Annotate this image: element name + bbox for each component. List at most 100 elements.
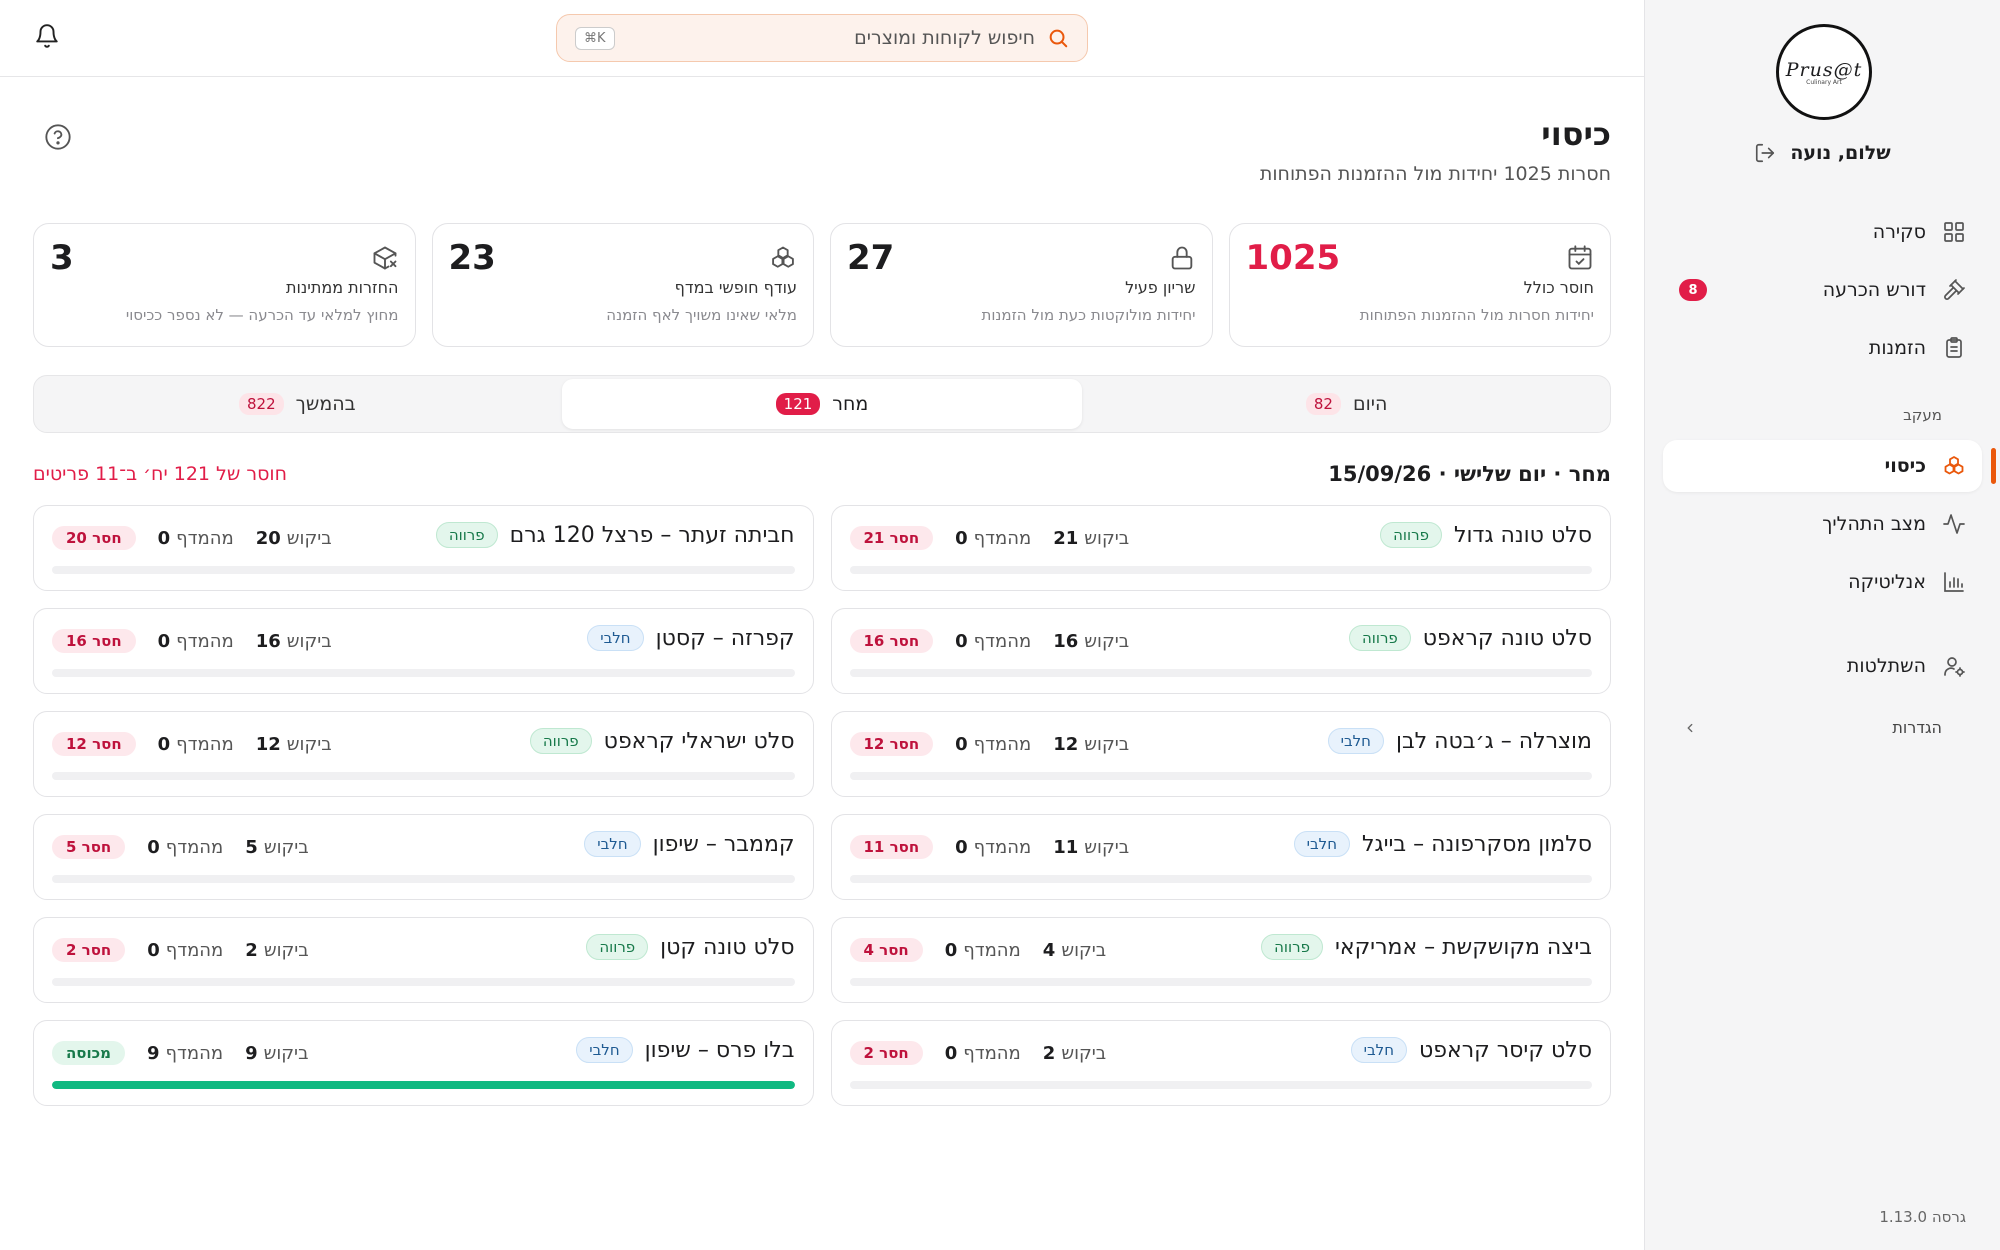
item-name-row: סלט קיסר קראפט חלבי — [1350, 1037, 1592, 1063]
page-title: כיסוי — [1541, 115, 1611, 153]
stat-card-pending-returns: החזרות ממתינות מחוץ למלאי עד הכרעה — לא … — [33, 223, 416, 347]
grid-icon — [1944, 222, 1964, 242]
stat-value: 23 — [448, 238, 496, 278]
logout-icon[interactable] — [1754, 142, 1776, 164]
demand-metric: ביקוש 20 — [256, 528, 332, 549]
item-kosher-tag: פרווה — [529, 728, 592, 754]
brand-logo[interactable]: Prus@t Culinary Art — [1776, 24, 1872, 120]
chevron-left-icon — [1687, 723, 1693, 732]
shelf-metric: מהמדף 0 — [945, 940, 1021, 961]
tab-today[interactable]: היום 82 — [1086, 379, 1607, 429]
nav-label-process-status: מצב התהליך — [1822, 513, 1926, 535]
demand-metric: ביקוש 16 — [1053, 631, 1129, 652]
demand-label: ביקוש — [263, 836, 309, 858]
item-status-badge: מכוסה — [52, 1041, 125, 1065]
item-name: סלט טונה קראפט — [1422, 625, 1592, 651]
shelf-metric: מהמדף 0 — [158, 734, 234, 755]
demand-metric: ביקוש 4 — [1043, 940, 1106, 961]
nav-item-analytics[interactable]: אנליטיקה — [1679, 556, 1966, 608]
nav-item-overview[interactable]: סקירה — [1679, 206, 1966, 258]
nav-item-coverage[interactable]: כיסוי — [1663, 440, 1982, 492]
stat-card-free-surplus: עודף חופשי במדף מלאי שאינו משויך לאף הזמ… — [431, 223, 814, 347]
shelf-value: 0 — [147, 939, 160, 961]
stat-description: מלאי שאינו משויך לאף הזמנה — [606, 306, 797, 324]
tab-count-badge: 82 — [1305, 393, 1341, 415]
nav-item-needs-decision[interactable]: דורש הכרעה 8 — [1679, 264, 1966, 316]
settings-toggle[interactable]: הגדרות — [1683, 718, 1942, 737]
top-bar: חיפוש לקוחות ומוצרים ⌘K — [0, 0, 1644, 77]
coverage-item-card[interactable]: סלט ישראלי קראפט פרווה ביקוש 12 מהמדף 0 … — [33, 711, 814, 797]
coverage-item-card[interactable]: סלט טונה גדול פרווה ביקוש 21 מהמדף 0 חסר… — [830, 505, 1611, 591]
item-kosher-tag: חלבי — [1327, 728, 1384, 754]
help-icon[interactable] — [44, 123, 72, 151]
item-status-badge: חסר 20 — [52, 526, 136, 550]
item-kosher-tag: פרווה — [1380, 522, 1442, 548]
nav-item-training[interactable]: השתלטות — [1679, 640, 1966, 692]
shelf-metric: מהמדף 9 — [147, 1043, 223, 1064]
coverage-item-card[interactable]: בלו פרס – שיפון חלבי ביקוש 9 מהמדף 9 מכו… — [33, 1020, 814, 1106]
coverage-item-card[interactable]: קממבר – שיפון חלבי ביקוש 5 מהמדף 0 חסר 5 — [33, 814, 814, 900]
tab-later[interactable]: בהמשך 822 — [37, 379, 558, 429]
nav-label-training: השתלטות — [1846, 655, 1926, 677]
item-name-row: קממבר – שיפון חלבי — [584, 831, 795, 857]
shelf-label: מהמדף — [165, 836, 224, 858]
page-subtitle: חסרות 1025 יחידות מול ההזמנות הפתוחות — [1259, 163, 1611, 185]
coverage-progress-bar — [849, 566, 1592, 574]
coverage-item-card[interactable]: סלט טונה קטן פרווה ביקוש 2 מהמדף 0 חסר 2 — [33, 917, 814, 1003]
search-placeholder[interactable]: חיפוש לקוחות ומוצרים — [854, 27, 1035, 49]
bell-icon[interactable] — [34, 22, 60, 50]
coverage-item-card[interactable]: חביתה זעתר – פרצל 120 גרם פרווה ביקוש 20… — [33, 505, 814, 591]
tab-tomorrow[interactable]: מחר 121 — [561, 379, 1083, 429]
stat-value: 1025 — [1245, 238, 1341, 278]
logo-text: Prus@t — [1785, 58, 1863, 81]
demand-value: 2 — [1042, 1042, 1056, 1064]
demand-value: 20 — [255, 527, 281, 549]
coverage-item-card[interactable]: סלט קיסר קראפט חלבי ביקוש 2 מהמדף 0 חסר … — [830, 1020, 1611, 1106]
item-status-badge: חסר 11 — [849, 835, 934, 859]
section-label-tracking: מעקב — [1903, 406, 1942, 424]
user-cog-icon — [1944, 657, 1965, 677]
sidebar: Prus@t Culinary Art שלום, נועה סקירה דור… — [1644, 0, 2000, 1250]
coverage-item-card[interactable]: קפרזה – קסטן חלבי ביקוש 16 מהמדף 0 חסר 1… — [33, 608, 814, 694]
item-name-row: בלו פרס – שיפון חלבי — [576, 1037, 795, 1063]
shelf-label: מהמדף — [973, 630, 1032, 652]
coverage-item-card[interactable]: סלמון מסקרפונה – בייגל חלבי ביקוש 11 מהמ… — [830, 814, 1611, 900]
shelf-metric: מהמדף 0 — [955, 734, 1031, 755]
item-kosher-tag: פרווה — [1348, 625, 1411, 651]
shelf-metric: מהמדף 0 — [955, 528, 1031, 549]
shelf-label: מהמדף — [973, 527, 1032, 549]
shelf-value: 0 — [147, 836, 160, 858]
shelf-metric: מהמדף 0 — [147, 837, 223, 858]
demand-label: ביקוש — [1061, 1042, 1107, 1064]
item-kosher-tag: חלבי — [576, 1037, 633, 1063]
global-search[interactable]: חיפוש לקוחות ומוצרים ⌘K — [556, 14, 1088, 62]
item-kosher-tag: פרווה — [586, 934, 649, 960]
tab-label: היום — [1352, 393, 1388, 415]
tab-count-badge: 121 — [775, 393, 821, 415]
item-metrics: ביקוש 12 מהמדף 0 חסר 12 — [52, 732, 332, 756]
item-kosher-tag: חלבי — [1293, 831, 1351, 857]
activity-icon — [1943, 514, 1965, 534]
coverage-item-card[interactable]: סלט טונה קראפט פרווה ביקוש 16 מהמדף 0 חס… — [830, 608, 1611, 694]
item-kosher-tag: חלבי — [587, 625, 644, 651]
nav-label-coverage: כיסוי — [1884, 455, 1926, 477]
demand-metric: ביקוש 12 — [1053, 734, 1129, 755]
demand-label: ביקוש — [263, 939, 309, 961]
nav-label-needs-decision: דורש הכרעה — [1822, 279, 1926, 301]
coverage-item-card[interactable]: מוצרלה – ג׳בטה לבן חלבי ביקוש 12 מהמדף 0… — [830, 711, 1611, 797]
main-content: כיסוי חסרות 1025 יחידות מול ההזמנות הפתו… — [0, 77, 1644, 1250]
nav-item-orders[interactable]: הזמנות — [1679, 322, 1966, 374]
shelf-metric: מהמדף 0 — [147, 940, 223, 961]
nav-item-process-status[interactable]: מצב התהליך — [1679, 498, 1966, 550]
demand-label: ביקוש — [1084, 630, 1130, 652]
clipboard-icon — [1946, 337, 1962, 358]
item-status-badge: חסר 4 — [849, 938, 923, 962]
item-name: סלט קיסר קראפט — [1419, 1037, 1592, 1063]
coverage-progress-bar — [849, 772, 1592, 780]
coverage-item-card[interactable]: ביצה מקושקשת – אמריקאי פרווה ביקוש 4 מהמ… — [830, 917, 1611, 1003]
day-tabs: היום 82 מחר 121 בהמשך 822 — [33, 375, 1611, 433]
demand-value: 9 — [245, 1042, 258, 1064]
shelf-label: מהמדף — [973, 733, 1032, 755]
item-name: חביתה זעתר – פרצל 120 גרם — [509, 522, 795, 548]
tab-label: מחר — [832, 393, 869, 415]
